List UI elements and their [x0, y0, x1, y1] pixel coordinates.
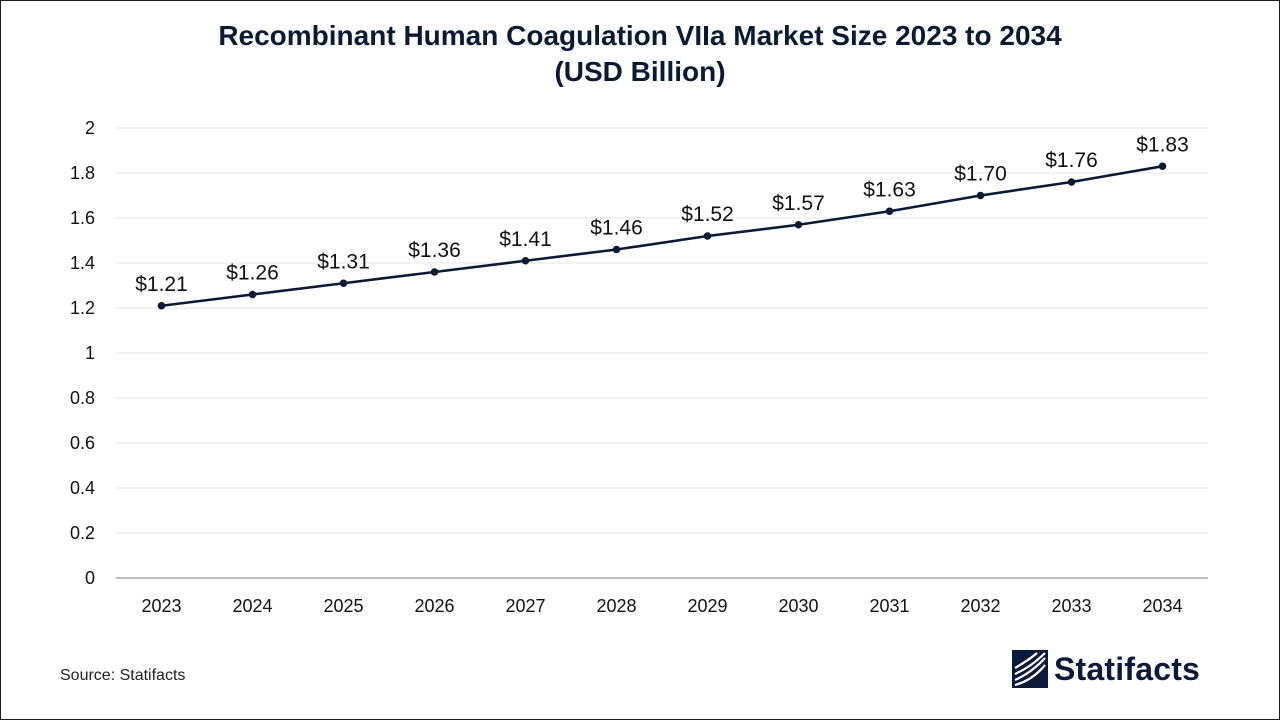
y-tick-label: 2	[85, 118, 95, 138]
data-point	[976, 191, 985, 200]
y-tick-label: 1.6	[70, 208, 95, 228]
data-label: $1.36	[408, 239, 461, 262]
data-point	[885, 207, 894, 216]
y-tick-label: 1.8	[70, 163, 95, 183]
data-point	[157, 301, 166, 310]
x-tick-label: 2023	[141, 596, 181, 616]
data-label: $1.63	[863, 178, 916, 201]
statifacts-logo-text: Statifacts	[1054, 650, 1201, 687]
statifacts-logo-icon	[1012, 650, 1048, 688]
chart-title-line2: (USD Billion)	[554, 56, 726, 87]
statifacts-logo: Statifacts	[1012, 650, 1200, 688]
x-tick-label: 2028	[596, 596, 636, 616]
y-tick-label: 0	[85, 568, 95, 588]
data-point	[248, 290, 257, 299]
data-point	[703, 232, 712, 240]
y-tick-label: 0.4	[70, 478, 95, 498]
x-tick-label: 2029	[687, 596, 727, 616]
data-label: $1.21	[135, 273, 188, 296]
x-tick-label: 2025	[323, 596, 363, 616]
data-point	[521, 256, 530, 265]
data-point	[1158, 162, 1167, 171]
series-line	[161, 164, 1163, 308]
x-tick-label: 2030	[778, 596, 818, 616]
data-label: $1.70	[954, 163, 1007, 186]
y-tick-label: 0.2	[70, 523, 95, 543]
data-point	[612, 245, 621, 254]
data-label: $1.41	[499, 228, 552, 251]
chart-title: Recombinant Human Coagulation VIIa Marke…	[0, 18, 1280, 90]
y-tick-label: 1	[85, 343, 95, 363]
y-tick-label: 1.4	[70, 253, 95, 273]
data-label: $1.57	[772, 192, 825, 215]
data-label: $1.76	[1045, 149, 1098, 172]
data-label: $1.52	[681, 203, 734, 226]
x-tick-label: 2032	[960, 596, 1000, 616]
source-note: Source: Statifacts	[60, 667, 186, 684]
x-tick-label: 2024	[232, 596, 272, 616]
x-tick-label: 2034	[1142, 596, 1182, 616]
y-tick-label: 0.8	[70, 388, 95, 408]
data-label: $1.46	[590, 217, 643, 240]
data-point	[1067, 178, 1076, 186]
x-tick-label: 2026	[414, 596, 454, 616]
data-label: $1.26	[226, 262, 279, 285]
data-point	[794, 220, 803, 229]
chart-title-line1: Recombinant Human Coagulation VIIa Marke…	[218, 20, 1062, 51]
data-point	[339, 279, 348, 288]
data-label: $1.83	[1136, 133, 1189, 156]
y-tick-label: 1.2	[70, 298, 95, 318]
x-tick-label: 2027	[505, 596, 545, 616]
data-point	[430, 268, 439, 276]
data-label: $1.31	[317, 250, 370, 273]
x-tick-label: 2031	[869, 596, 909, 616]
y-tick-label: 0.6	[70, 433, 95, 453]
x-tick-label: 2033	[1051, 596, 1091, 616]
